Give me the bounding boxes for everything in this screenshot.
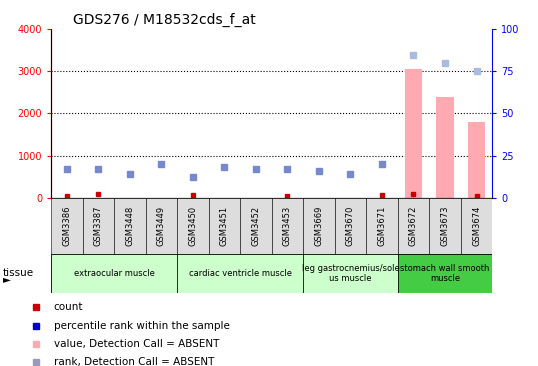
- Text: GSM3386: GSM3386: [62, 206, 72, 246]
- Bar: [429, 198, 461, 254]
- Text: GSM3670: GSM3670: [346, 206, 355, 246]
- Bar: [461, 198, 492, 254]
- Bar: [51, 254, 177, 293]
- Text: rank, Detection Call = ABSENT: rank, Detection Call = ABSENT: [54, 357, 214, 366]
- Text: GSM3449: GSM3449: [157, 206, 166, 246]
- Text: leg gastrocnemius/sole
us muscle: leg gastrocnemius/sole us muscle: [302, 264, 399, 283]
- Text: GDS276 / M18532cds_f_at: GDS276 / M18532cds_f_at: [73, 13, 256, 27]
- Text: GSM3448: GSM3448: [125, 206, 134, 246]
- Bar: [398, 198, 429, 254]
- Bar: [405, 69, 422, 198]
- Bar: [436, 97, 454, 198]
- Text: cardiac ventricle muscle: cardiac ventricle muscle: [189, 269, 292, 278]
- Text: GSM3669: GSM3669: [314, 206, 323, 246]
- Text: percentile rank within the sample: percentile rank within the sample: [54, 321, 230, 331]
- Bar: [240, 198, 272, 254]
- Bar: [303, 198, 335, 254]
- Text: stomach wall smooth
muscle: stomach wall smooth muscle: [400, 264, 490, 283]
- Bar: [366, 198, 398, 254]
- Bar: [468, 122, 485, 198]
- Bar: [51, 198, 83, 254]
- Text: value, Detection Call = ABSENT: value, Detection Call = ABSENT: [54, 339, 219, 349]
- Bar: [177, 254, 303, 293]
- Text: GSM3672: GSM3672: [409, 206, 418, 246]
- Bar: [209, 198, 240, 254]
- Bar: [398, 254, 492, 293]
- Text: ►: ►: [3, 274, 11, 284]
- Text: GSM3453: GSM3453: [283, 206, 292, 246]
- Bar: [114, 198, 146, 254]
- Text: GSM3673: GSM3673: [441, 206, 450, 246]
- Text: count: count: [54, 302, 83, 313]
- Bar: [83, 198, 114, 254]
- Text: GSM3451: GSM3451: [220, 206, 229, 246]
- Bar: [272, 198, 303, 254]
- Bar: [177, 198, 209, 254]
- Text: GSM3671: GSM3671: [378, 206, 386, 246]
- Text: GSM3674: GSM3674: [472, 206, 481, 246]
- Bar: [303, 254, 398, 293]
- Text: tissue: tissue: [3, 268, 34, 278]
- Text: extraocular muscle: extraocular muscle: [74, 269, 154, 278]
- Bar: [146, 198, 177, 254]
- Text: GSM3452: GSM3452: [251, 206, 260, 246]
- Bar: [335, 198, 366, 254]
- Text: GSM3387: GSM3387: [94, 206, 103, 246]
- Text: GSM3450: GSM3450: [188, 206, 197, 246]
